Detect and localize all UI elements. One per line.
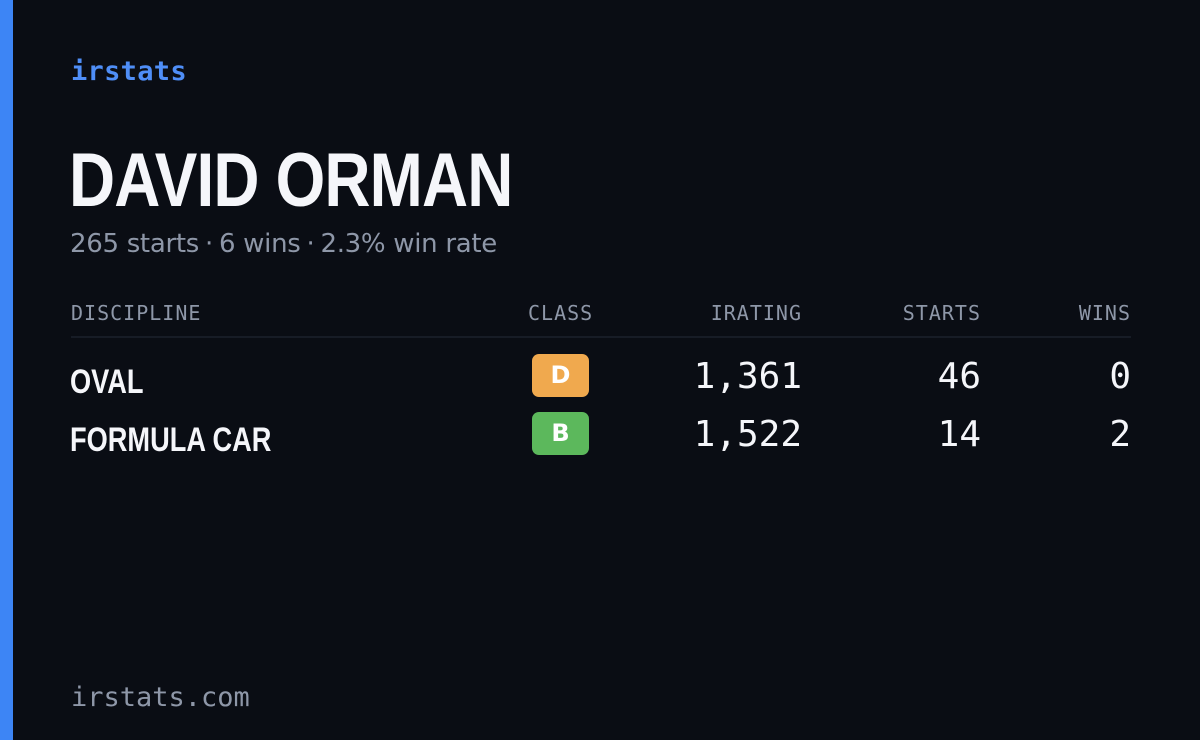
summary-win-rate: 2.3% win rate [320,229,497,259]
license-class-badge: D [532,354,589,397]
table-row: OVAL D 1,361 46 0 [0,354,1200,404]
discipline-name: FORMULA CAR [70,421,272,459]
column-header-wins: WINS [1078,301,1131,325]
summary-separator: · [306,229,315,259]
driver-summary: 265 starts · 6 wins · 2.3% win rate [70,226,497,262]
footer-url: irstats.com [71,682,250,713]
starts-value: 46 [937,356,981,397]
irating-value: 1,361 [693,356,802,397]
table-row: FORMULA CAR B 1,522 14 2 [0,412,1200,462]
column-header-irating: IRATING [710,301,802,325]
summary-separator: · [205,229,213,259]
discipline-name: OVAL [70,363,144,401]
brand-logo: irstats [71,56,187,87]
starts-value: 14 [937,414,981,455]
irating-value: 1,522 [693,414,802,455]
accent-bar [0,0,13,740]
column-header-starts: STARTS [902,301,981,325]
summary-starts: 265 starts [70,229,199,259]
column-header-discipline: DISCIPLINE [71,301,202,325]
driver-name: DAVID ORMAN [69,138,513,223]
header-divider [71,336,1131,338]
wins-value: 2 [1109,414,1131,455]
license-class-badge: B [532,412,589,455]
column-header-class: CLASS [528,301,594,325]
wins-value: 0 [1109,356,1131,397]
summary-wins: 6 wins [218,229,301,259]
